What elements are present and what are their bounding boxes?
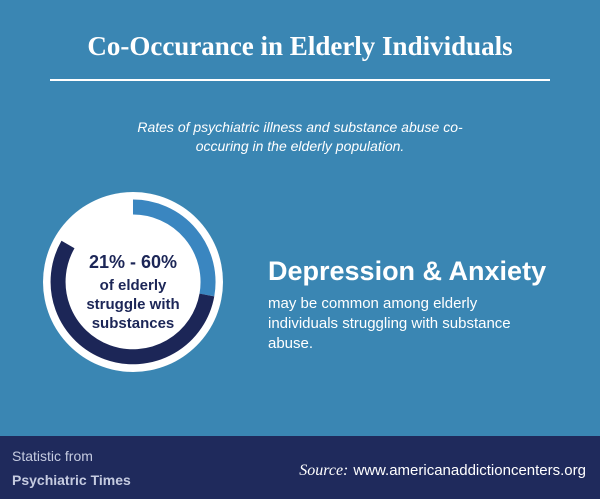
body-text: may be common among elderly bbox=[268, 295, 478, 312]
stat-circle bbox=[43, 192, 223, 372]
title: Co-Occurance in Elderly Individuals bbox=[87, 31, 512, 61]
footer-name: Psychiatric Times bbox=[12, 472, 131, 488]
stat-text: substances bbox=[92, 315, 175, 332]
body-text: individuals struggling with substance bbox=[268, 315, 511, 332]
source-url: www.americanaddictioncenters.org bbox=[352, 462, 586, 479]
body-text: abuse. bbox=[268, 335, 313, 352]
footer-label: Statistic from bbox=[12, 448, 93, 464]
footer bbox=[0, 436, 600, 499]
ring-arc bbox=[50, 240, 215, 365]
stat-text: of elderly bbox=[100, 277, 167, 294]
footer-source: Source: www.americanaddictioncenters.org bbox=[299, 462, 586, 479]
ring-arc bbox=[132, 199, 216, 297]
stat-figure: 21% - 60% bbox=[89, 252, 177, 272]
subtitle: occuring in the elderly population. bbox=[196, 138, 405, 154]
heading: Depression & Anxiety bbox=[268, 256, 546, 286]
subtitle: Rates of psychiatric illness and substan… bbox=[137, 119, 463, 135]
source-label: Source: bbox=[299, 462, 348, 479]
stat-text: struggle with bbox=[86, 296, 179, 313]
